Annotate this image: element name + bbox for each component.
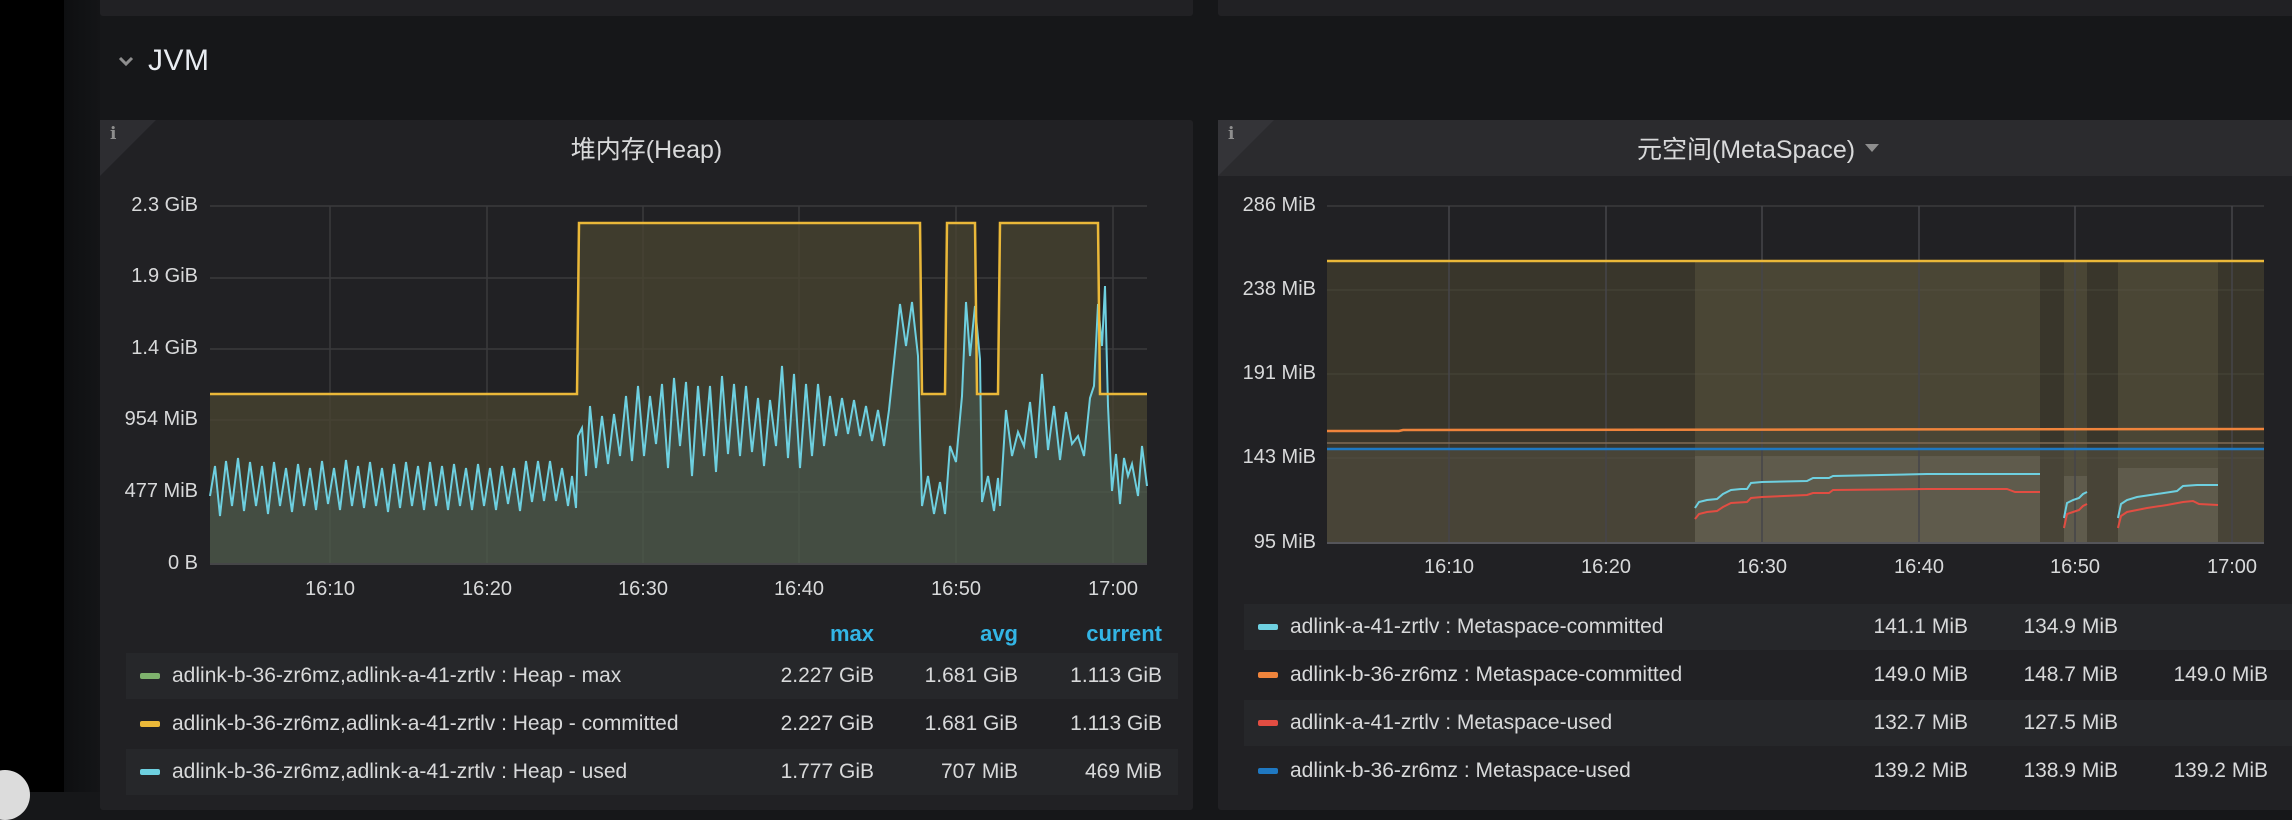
series-current: 469 MiB (1084, 760, 1162, 783)
info-icon[interactable]: i (1228, 124, 1235, 144)
series-avg: 148.7 MiB (2023, 663, 2118, 686)
side-menu (0, 0, 64, 792)
series-color-swatch[interactable] (140, 673, 160, 679)
sidebar-shadow (64, 0, 100, 792)
panel-header-hover-bg (1218, 120, 2292, 176)
row-title-jvm[interactable]: JVM (116, 44, 210, 78)
series-avg: 134.9 MiB (2023, 615, 2118, 638)
series-max: 139.2 MiB (1873, 759, 1968, 782)
series-name[interactable]: adlink-b-36-zr6mz,adlink-a-41-zrtlv : He… (172, 664, 622, 687)
series-avg: 1.681 GiB (924, 712, 1018, 735)
series-max: 2.227 GiB (780, 712, 874, 735)
series-name[interactable]: adlink-b-36-zr6mz,adlink-a-41-zrtlv : He… (172, 760, 628, 783)
legend-row[interactable]: adlink-a-41-zrtlv : Metaspace-committed … (1244, 604, 2292, 650)
heap-graph[interactable] (209, 205, 1148, 565)
legend-row[interactable]: adlink-b-36-zr6mz : Metaspace-used 139.2… (1244, 748, 2292, 794)
chevron-down-icon[interactable] (116, 51, 136, 71)
x-axis-label: 16:10 (304, 578, 356, 600)
series-current: 1.113 GiB (1070, 712, 1162, 735)
x-axis-label: 16:40 (1893, 556, 1945, 578)
series-color-swatch[interactable] (1258, 624, 1278, 630)
previous-panel-right (1218, 0, 2292, 16)
panel-title[interactable]: 堆内存(Heap) (570, 136, 723, 164)
x-axis-label: 16:10 (1423, 556, 1475, 578)
legend-row[interactable]: adlink-b-36-zr6mz,adlink-a-41-zrtlv : He… (126, 653, 1178, 699)
previous-panel-left (100, 0, 1193, 16)
series-avg: 1.681 GiB (924, 664, 1018, 687)
y-axis-label: 95 MiB (1253, 531, 1316, 553)
series-max: 149.0 MiB (1873, 663, 1968, 686)
series-color-swatch[interactable] (1258, 720, 1278, 726)
y-axis-label: 238 MiB (1242, 278, 1316, 300)
y-axis-label: 1.4 GiB (131, 337, 198, 359)
series-avg: 707 MiB (940, 760, 1018, 783)
panel-info-corner[interactable] (100, 120, 156, 176)
panel-info-corner[interactable] (1218, 120, 1274, 176)
row-title-label: JVM (148, 44, 210, 77)
x-axis-label: 16:30 (1736, 556, 1788, 578)
series-avg: 127.5 MiB (2023, 711, 2118, 734)
x-axis-label: 17:00 (1087, 578, 1139, 600)
y-axis-label: 954 MiB (124, 408, 198, 430)
y-axis-label: 0 B (167, 552, 198, 574)
panel-header[interactable]: 堆内存(Heap) (100, 120, 1193, 176)
series-color-swatch[interactable] (1258, 672, 1278, 678)
x-axis-label: 16:50 (930, 578, 982, 600)
caret-down-icon[interactable] (1865, 144, 1880, 152)
y-axis-label: 2.3 GiB (131, 194, 198, 216)
series-color-swatch[interactable] (1258, 768, 1278, 774)
x-axis-label: 16:20 (461, 578, 513, 600)
series-color-swatch[interactable] (140, 769, 160, 775)
series-current: 1.113 GiB (1070, 664, 1162, 687)
x-axis-label: 17:00 (2206, 556, 2258, 578)
legend-row[interactable]: adlink-b-36-zr6mz : Metaspace-committed … (1244, 652, 2292, 698)
series-max: 1.777 GiB (780, 760, 874, 783)
series-name[interactable]: adlink-b-36-zr6mz : Metaspace-committed (1290, 663, 1683, 686)
info-icon[interactable]: i (110, 124, 117, 144)
series-max: 141.1 MiB (1873, 615, 1968, 638)
y-axis-label: 143 MiB (1242, 446, 1316, 468)
y-axis-label: 286 MiB (1242, 194, 1316, 216)
x-axis-label: 16:50 (2049, 556, 2101, 578)
x-axis-label: 16:40 (773, 578, 825, 600)
legend-column-avg[interactable]: avg (980, 621, 1018, 646)
series-name[interactable]: adlink-a-41-zrtlv : Metaspace-committed (1290, 615, 1664, 638)
y-axis-label: 191 MiB (1242, 362, 1316, 384)
series-name[interactable]: adlink-a-41-zrtlv : Metaspace-used (1290, 711, 1613, 734)
legend-column-max[interactable]: max (829, 621, 874, 646)
panel-title[interactable]: 元空间(MetaSpace) (1636, 136, 1856, 164)
series-current: 149.0 MiB (2173, 663, 2268, 686)
series-name[interactable]: adlink-b-36-zr6mz,adlink-a-41-zrtlv : He… (172, 712, 679, 735)
x-axis-label: 16:30 (617, 578, 669, 600)
series-name[interactable]: adlink-b-36-zr6mz : Metaspace-used (1290, 759, 1631, 782)
series-max: 132.7 MiB (1873, 711, 1968, 734)
legend-row[interactable]: adlink-b-36-zr6mz,adlink-a-41-zrtlv : He… (126, 749, 1178, 795)
x-axis-label: 16:20 (1580, 556, 1632, 578)
y-axis-label: 1.9 GiB (131, 265, 198, 287)
series-current: 139.2 MiB (2173, 759, 2268, 782)
metaspace-graph[interactable] (1327, 205, 2265, 544)
legend-row[interactable]: adlink-a-41-zrtlv : Metaspace-used 132.7… (1244, 700, 2292, 746)
legend-column-current[interactable]: current (1086, 621, 1162, 646)
series-max: 2.227 GiB (780, 664, 874, 687)
panel-header[interactable]: 元空间(MetaSpace) (1218, 120, 2292, 176)
series-color-swatch[interactable] (140, 721, 160, 727)
legend-row[interactable]: adlink-b-36-zr6mz,adlink-a-41-zrtlv : He… (126, 701, 1178, 747)
y-axis-label: 477 MiB (124, 480, 198, 502)
series-avg: 138.9 MiB (2023, 759, 2118, 782)
